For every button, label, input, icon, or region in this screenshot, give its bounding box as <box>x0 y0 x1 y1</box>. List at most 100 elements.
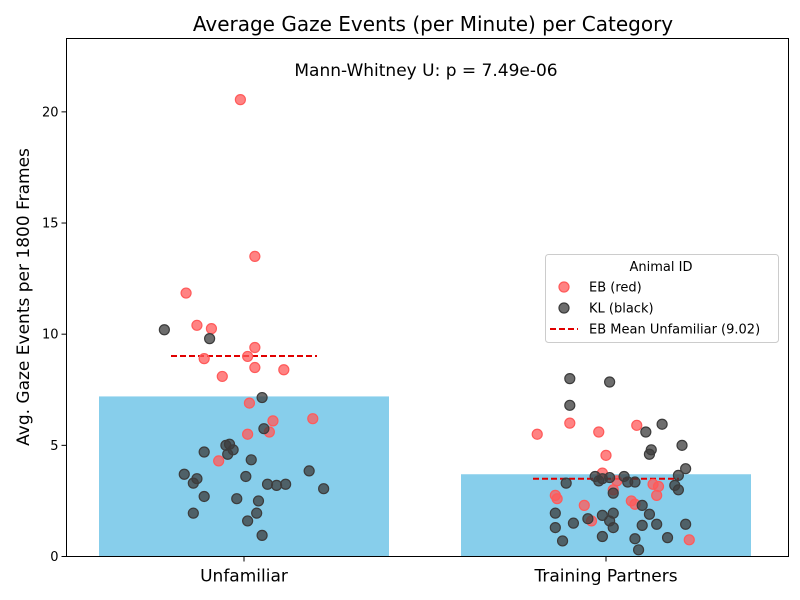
kl-point <box>680 463 692 475</box>
eb-point <box>242 350 254 363</box>
kl-point <box>240 470 252 483</box>
kl-point <box>604 471 616 484</box>
kl-point <box>636 519 648 531</box>
kl-point <box>651 518 663 530</box>
eb-point <box>205 323 218 335</box>
legend-label: EB (red) <box>589 281 642 296</box>
kl-point <box>556 535 569 547</box>
eb-point <box>198 353 210 365</box>
kl-point <box>242 515 254 527</box>
eb-point <box>307 413 319 425</box>
eb-point <box>551 493 563 505</box>
kl-point <box>672 484 685 496</box>
y-tick-label: 15 <box>42 217 59 232</box>
kl-point <box>596 530 608 543</box>
legend-marker <box>558 302 570 314</box>
chart-title: Average Gaze Events (per Minute) per Cat… <box>193 12 673 36</box>
kl-point <box>231 493 243 505</box>
eb-point <box>531 428 543 440</box>
kl-point <box>656 418 668 430</box>
kl-point <box>629 533 641 545</box>
legend-label: EB Mean Unfamiliar (9.02) <box>589 323 760 338</box>
stat-annotation: Mann-Whitney U: p = 7.49e-06 <box>294 61 557 81</box>
kl-point <box>596 509 608 521</box>
y-tick-label: 10 <box>42 328 59 343</box>
eb-point <box>216 370 228 383</box>
kl-point <box>261 478 274 490</box>
kl-point <box>604 376 616 388</box>
y-tick-label: 20 <box>42 105 59 120</box>
kl-point <box>582 513 594 525</box>
kl-point <box>640 426 652 438</box>
kl-point <box>191 473 203 485</box>
eb-point <box>652 480 665 493</box>
eb-point <box>578 499 590 511</box>
eb-point <box>593 426 605 438</box>
eb-point <box>600 449 612 461</box>
kl-point <box>567 517 580 529</box>
kl-point <box>158 324 170 336</box>
legend-title: Animal ID <box>630 260 693 275</box>
y-tick-label: 5 <box>50 439 58 454</box>
kl-point <box>645 444 657 456</box>
plot-frame <box>66 38 789 557</box>
y-axis-label: Avg. Gaze Events per 1800 Frames <box>14 148 34 446</box>
eb-point <box>249 361 261 374</box>
points-layer <box>158 94 695 556</box>
kl-point <box>560 477 572 489</box>
eb-point <box>278 364 290 376</box>
kl-point <box>270 479 283 491</box>
kl-point <box>198 446 210 458</box>
eb-point <box>234 94 246 106</box>
kl-point <box>661 532 674 544</box>
kl-point <box>256 529 268 541</box>
kl-point <box>607 487 619 499</box>
eb-point <box>243 397 256 409</box>
eb-point <box>631 419 643 431</box>
legend-label: KL (black) <box>589 302 654 317</box>
kl-point <box>198 490 210 503</box>
kl-point <box>318 483 330 495</box>
eb-point <box>267 415 279 427</box>
kl-point <box>607 507 619 519</box>
eb-point <box>213 455 225 467</box>
kl-point <box>680 518 692 530</box>
eb-point <box>191 319 203 331</box>
kl-point <box>643 508 656 520</box>
kl-point <box>549 521 561 534</box>
kl-point <box>564 373 576 385</box>
eb-point <box>249 250 261 262</box>
kl-point <box>252 495 265 507</box>
kl-point <box>629 476 641 488</box>
kl-point <box>636 499 648 511</box>
x-tick-label: Training Partners <box>533 567 677 587</box>
legend: Animal ID EB (red) KL (black) EB Mean Unfa… <box>545 254 779 343</box>
kl-point <box>251 507 263 519</box>
kl-point <box>204 333 216 345</box>
kl-point <box>256 391 268 404</box>
kl-point <box>227 444 239 456</box>
eb-point <box>564 417 576 429</box>
kl-point <box>187 507 199 519</box>
kl-point <box>258 423 270 435</box>
kl-point <box>564 399 576 411</box>
x-tick-label: Unfamiliar <box>200 567 288 587</box>
kl-point <box>672 469 685 481</box>
kl-point <box>303 465 315 477</box>
kl-point <box>632 544 645 556</box>
eb-point <box>180 287 192 299</box>
kl-point <box>178 468 190 480</box>
y-tick-label: 0 <box>50 550 58 565</box>
legend-box <box>545 254 779 343</box>
kl-point <box>676 439 688 451</box>
kl-point <box>245 454 257 466</box>
eb-point <box>683 534 695 546</box>
kl-point <box>280 478 292 490</box>
eb-point <box>249 341 261 354</box>
kl-point <box>607 521 619 534</box>
legend-marker <box>558 281 570 293</box>
eb-point <box>242 428 254 440</box>
kl-point <box>549 507 561 519</box>
y-axis: 0 5 10 15 20 <box>42 105 67 565</box>
